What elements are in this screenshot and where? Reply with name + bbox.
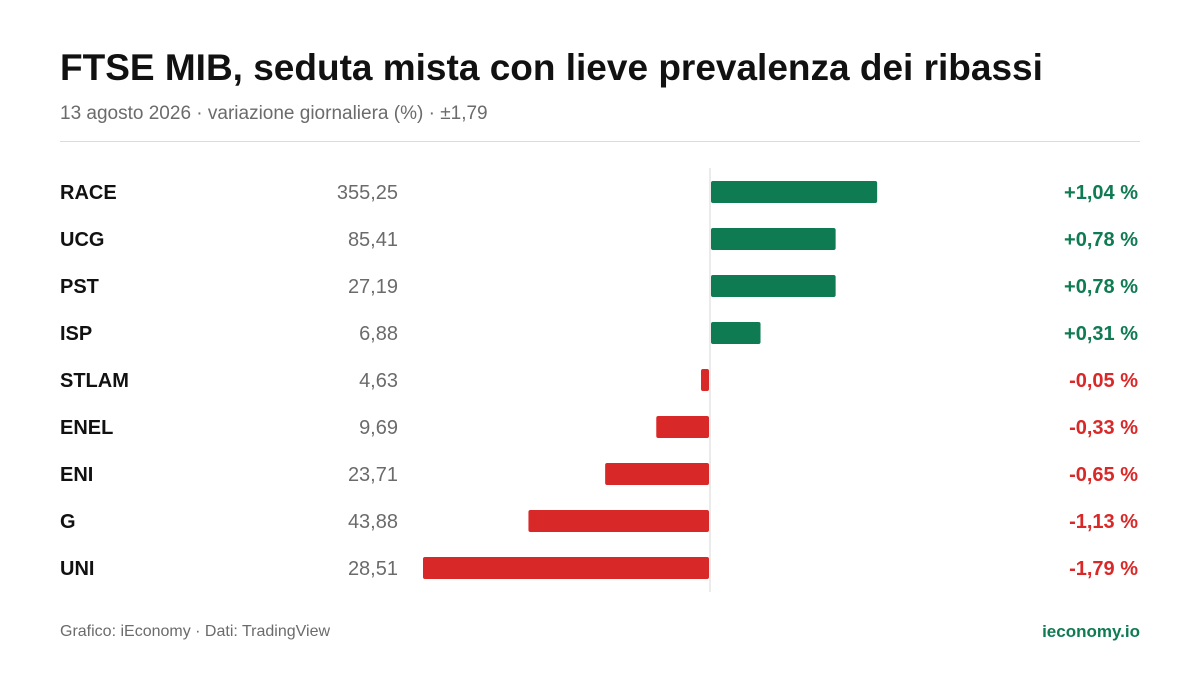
price-label: 85,41 (348, 229, 398, 251)
ticker-label: ENI (60, 464, 93, 486)
change-value-label: -0,05 % (1069, 370, 1138, 392)
ticker-label: UNI (60, 558, 94, 580)
bar-positive (711, 228, 836, 250)
ticker-label: G (60, 511, 76, 533)
change-value-label: +0,78 % (1064, 229, 1138, 251)
bar-positive (711, 275, 836, 297)
price-label: 355,25 (337, 182, 398, 204)
ticker-label: UCG (60, 229, 104, 251)
footer-brand[interactable]: ieconomy.io (1042, 622, 1140, 641)
price-label: 28,51 (348, 558, 398, 580)
ticker-label: ENEL (60, 417, 113, 439)
change-value-label: +1,04 % (1064, 182, 1138, 204)
bar-negative (656, 416, 709, 438)
chart-subtitle: 13 agosto 2026 · variazione giornaliera … (60, 103, 488, 124)
price-label: 23,71 (348, 464, 398, 486)
chart-title: FTSE MIB, seduta mista con lieve prevale… (60, 47, 1043, 88)
footer-source: Grafico: iEconomy · Dati: TradingView (60, 623, 331, 640)
header-divider (60, 141, 1140, 142)
change-value-label: -1,13 % (1069, 511, 1138, 533)
price-label: 4,63 (359, 370, 398, 392)
change-value-label: +0,78 % (1064, 276, 1138, 298)
ticker-label: STLAM (60, 370, 129, 392)
bar-positive (711, 322, 761, 344)
ticker-label: PST (60, 276, 99, 298)
bar-negative (528, 510, 709, 532)
change-value-label: -1,79 % (1069, 558, 1138, 580)
change-value-label: +0,31 % (1064, 323, 1138, 345)
bar-negative (701, 369, 709, 391)
ticker-label: ISP (60, 323, 92, 345)
bar-positive (711, 181, 878, 203)
bar-negative (605, 463, 709, 485)
price-label: 27,19 (348, 276, 398, 298)
price-label: 43,88 (348, 511, 398, 533)
ticker-label: RACE (60, 182, 117, 204)
bar-negative (423, 557, 709, 579)
change-value-label: -0,33 % (1069, 417, 1138, 439)
change-value-label: -0,65 % (1069, 464, 1138, 486)
price-label: 9,69 (359, 417, 398, 439)
price-label: 6,88 (359, 323, 398, 345)
